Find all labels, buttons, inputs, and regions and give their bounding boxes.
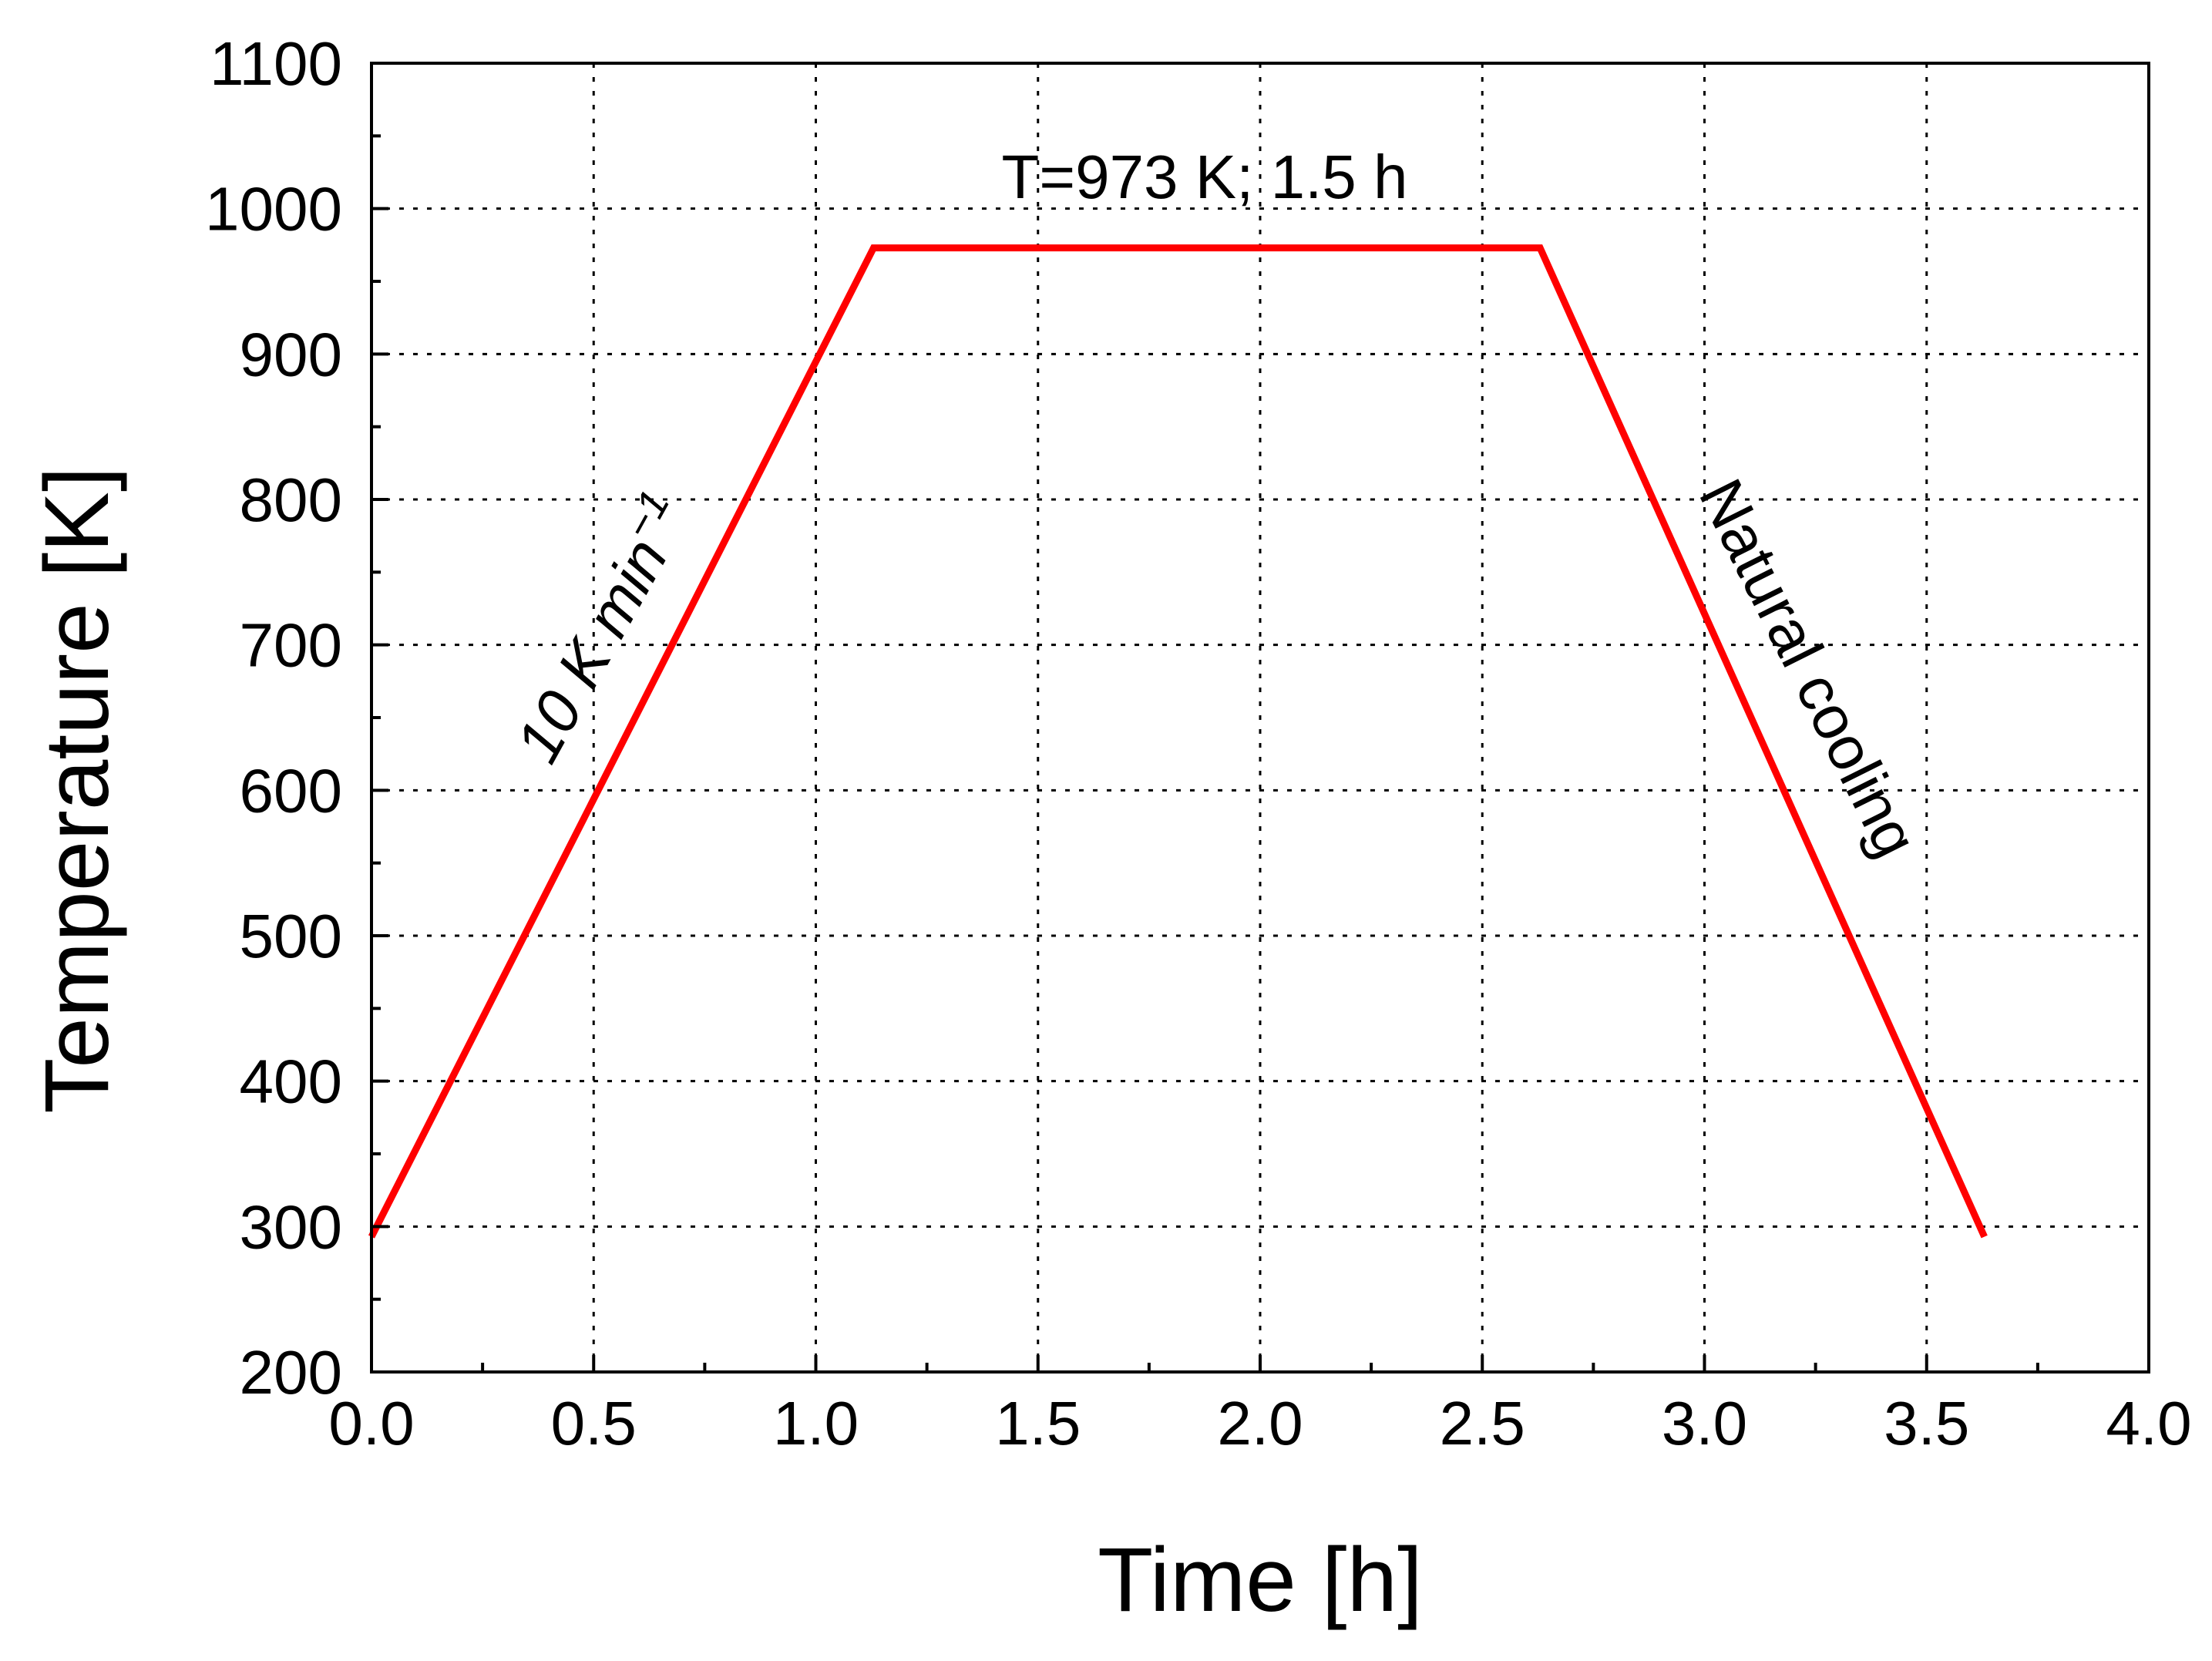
x-tick-label: 0.0 <box>328 1389 414 1458</box>
y-tick-label: 200 <box>240 1338 342 1407</box>
series-line <box>368 244 1988 1239</box>
y-tick-label: 400 <box>240 1047 342 1116</box>
y-tick-label: 1100 <box>210 29 342 98</box>
y-tick-labels: 200 300 400 500 600 700 800 900 1000 1100 <box>205 29 342 1407</box>
y-tick-label: 1000 <box>205 175 342 244</box>
x-tick-label: 2.0 <box>1217 1389 1303 1458</box>
x-tick-label: 3.5 <box>1884 1389 1969 1458</box>
x-tick-label: 2.5 <box>1440 1389 1525 1458</box>
y-tick-label: 800 <box>240 466 342 534</box>
y-tick-label: 900 <box>240 320 342 388</box>
x-tick-label: 4.0 <box>2106 1389 2191 1458</box>
x-tick-label: 0.5 <box>551 1389 637 1458</box>
series <box>368 244 1988 1239</box>
y-tick-label: 500 <box>240 902 342 970</box>
x-tick-label: 1.0 <box>773 1389 859 1458</box>
grid <box>371 63 2149 1372</box>
major-ticks <box>370 62 2150 1374</box>
ramp-rate-annotation: 10 K min−1 <box>497 482 704 773</box>
minor-ticks <box>371 134 2039 1372</box>
hold-annotation: T=973 K; 1.5 h <box>1001 143 1407 211</box>
x-tick-label: 3.0 <box>1662 1389 1747 1458</box>
x-axis-title: Time [h] <box>1098 1529 1423 1631</box>
y-tick-label: 700 <box>240 611 342 680</box>
y-tick-label: 300 <box>240 1192 342 1261</box>
y-axis-title: Temperature [K] <box>26 466 128 1113</box>
ramp-rate-value: 10 K min <box>503 527 681 773</box>
x-tick-label: 1.5 <box>995 1389 1081 1458</box>
cooling-annotation: Natural cooling <box>1686 469 1931 867</box>
x-tick-labels: 0.0 0.5 1.0 1.5 2.0 2.5 3.0 3.5 4.0 <box>328 1389 2191 1458</box>
y-tick-label: 600 <box>240 756 342 825</box>
